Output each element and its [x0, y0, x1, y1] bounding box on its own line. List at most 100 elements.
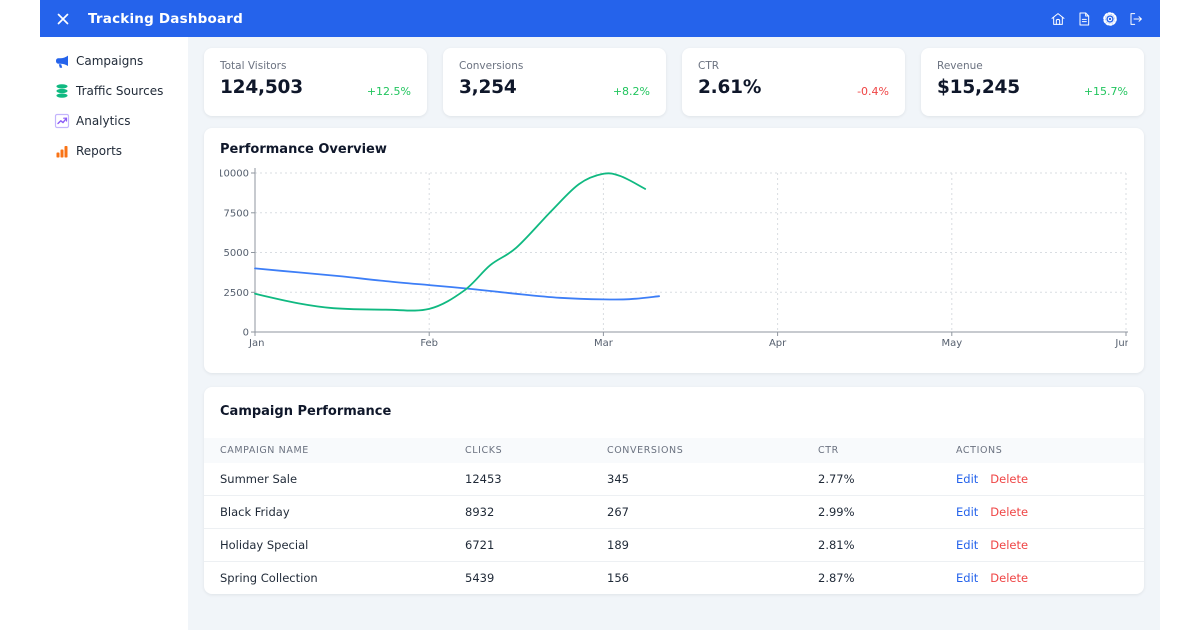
stat-card-total-visitors: Total Visitors 124,503 +12.5%	[204, 48, 427, 116]
stat-change: +12.5%	[366, 85, 411, 98]
performance-overview-card: Performance Overview 0 2500 5000 7500 10000 J…	[204, 128, 1144, 373]
megaphone-icon	[56, 55, 68, 68]
delete-link[interactable]: Delete	[990, 538, 1029, 552]
svg-text:Mar: Mar	[594, 338, 614, 349]
header-bar: Tracking Dashboard	[40, 0, 1160, 37]
line-chart-icon	[54, 113, 70, 129]
edit-link[interactable]: Edit	[956, 505, 979, 519]
cell-ctr: 2.77%	[818, 463, 956, 496]
table-row: Holiday Special 6721 189 2.81% Edit Delet…	[204, 528, 1144, 562]
svg-text:Jun: Jun	[1114, 338, 1128, 349]
svg-text:Apr: Apr	[769, 338, 787, 349]
cell-clicks: 12453	[465, 463, 607, 496]
stat-value: $15,245	[937, 77, 1020, 98]
app-window: Tracking Dashboard	[40, 0, 1160, 630]
svg-text:2500: 2500	[224, 288, 249, 299]
stat-value: 124,503	[220, 77, 303, 98]
delete-link[interactable]: Delete	[990, 472, 1029, 486]
table-title: Campaign Performance	[220, 404, 392, 419]
stat-label: Revenue	[937, 60, 983, 72]
cell-ctr: 2.87%	[818, 571, 855, 585]
stat-value: 3,254	[459, 77, 517, 98]
svg-text:5000: 5000	[224, 248, 249, 259]
svg-text:0: 0	[243, 328, 249, 339]
column-header-campaign-name: Campaign Name	[204, 438, 465, 463]
settings-gear-icon	[1102, 11, 1117, 26]
cell-campaign-name: Summer Sale	[204, 463, 465, 496]
cell-conversions: 267	[607, 495, 818, 529]
document-button[interactable]	[1075, 10, 1092, 27]
cell-campaign-name: Spring Collection	[220, 571, 318, 585]
cell-clicks: 5439	[465, 571, 495, 585]
svg-text:Jan: Jan	[248, 338, 264, 349]
stat-card-ctr: CTR 2.61% -0.4%	[682, 48, 905, 116]
performance-line-chart: 0 2500 5000 7500 10000 Jan Feb Mar Apr May Jun	[220, 168, 1128, 349]
svg-text:10000: 10000	[220, 169, 249, 180]
cell-actions: Edit Delete	[956, 463, 1144, 496]
svg-text:May: May	[941, 338, 962, 349]
stat-label: CTR	[698, 60, 720, 72]
cell-conversions: 345	[607, 463, 818, 496]
x-icon	[57, 13, 69, 24]
home-button[interactable]	[1049, 10, 1066, 27]
main-content: Total Visitors 124,503 +12.5% Conversion…	[188, 37, 1160, 630]
stat-change: -0.4%	[857, 85, 889, 98]
cell-actions: Edit Delete	[956, 495, 1144, 529]
cell-conversions: 189	[607, 528, 818, 562]
table-row: Spring Collection 5439 156 2.87% Edit Del…	[204, 562, 1144, 595]
app-title: Tracking Dashboard	[88, 10, 244, 27]
sidebar-item-traffic-sources[interactable]: Traffic Sources	[40, 76, 188, 106]
settings-button[interactable]	[1101, 10, 1118, 27]
header-actions	[1049, 10, 1144, 27]
campaign-performance-card: Campaign Performance Campaign Name Click…	[204, 387, 1144, 594]
database-icon	[56, 84, 68, 98]
cell-ctr: 2.99%	[818, 495, 956, 529]
sidebar-item-label: Reports	[76, 144, 123, 158]
svg-text:7500: 7500	[224, 208, 249, 219]
table-row: Black Friday 8932 267 2.99% Edit Delete	[204, 495, 1144, 529]
cell-conversions: 156	[607, 571, 629, 585]
bar-chart-icon	[56, 146, 68, 158]
sidebar-item-label: Campaigns	[76, 54, 144, 68]
cell-actions: Edit Delete	[956, 528, 1144, 562]
column-header-conversions: Conversions	[607, 438, 818, 463]
delete-link[interactable]: Delete	[990, 571, 1029, 585]
cell-campaign-name: Black Friday	[204, 495, 465, 529]
sidebar-item-reports[interactable]: Reports	[40, 136, 188, 166]
chart-title: Performance Overview	[220, 142, 387, 157]
column-header-clicks: Clicks	[465, 438, 607, 463]
cell-actions: Edit Delete	[956, 562, 1144, 595]
table-header-row: Campaign Name Clicks Conversions CTR Act…	[204, 438, 1144, 463]
logout-icon	[1130, 12, 1142, 25]
stat-cards-row: Total Visitors 124,503 +12.5% Conversion…	[204, 48, 1144, 116]
stat-value: 2.61%	[698, 77, 762, 98]
stat-label: Total Visitors	[220, 60, 287, 72]
sidebar-item-label: Analytics	[76, 114, 131, 128]
cell-clicks: 6721	[465, 528, 607, 562]
stat-card-revenue: Revenue $15,245 +15.7%	[921, 48, 1144, 116]
sidebar-item-campaigns[interactable]: Campaigns	[40, 46, 188, 76]
stat-label: Conversions	[459, 60, 524, 72]
stat-change: +15.7%	[1083, 85, 1128, 98]
svg-text:Feb: Feb	[420, 338, 438, 349]
edit-link[interactable]: Edit	[956, 571, 979, 585]
close-button[interactable]	[56, 12, 70, 26]
cell-clicks: 8932	[465, 495, 607, 529]
table-row: Summer Sale 12453 345 2.77% Edit Delete	[204, 463, 1144, 496]
stat-change: +8.2%	[612, 85, 650, 98]
home-icon	[1051, 12, 1064, 25]
campaign-table: Campaign Name Clicks Conversions CTR Act…	[204, 438, 1144, 594]
stat-card-conversions: Conversions 3,254 +8.2%	[443, 48, 666, 116]
column-header-actions: Actions	[956, 438, 1144, 463]
edit-link[interactable]: Edit	[956, 538, 979, 552]
cell-campaign-name: Holiday Special	[204, 528, 465, 562]
column-header-ctr: CTR	[818, 438, 956, 463]
edit-link[interactable]: Edit	[956, 472, 979, 486]
sidebar-item-label: Traffic Sources	[76, 84, 164, 98]
cell-ctr: 2.81%	[818, 528, 956, 562]
sidebar: Campaigns Traffic Sources Analytics	[40, 37, 188, 630]
sidebar-item-analytics[interactable]: Analytics	[40, 106, 188, 136]
logout-button[interactable]	[1127, 10, 1144, 27]
delete-link[interactable]: Delete	[990, 505, 1029, 519]
document-icon	[1079, 12, 1089, 25]
